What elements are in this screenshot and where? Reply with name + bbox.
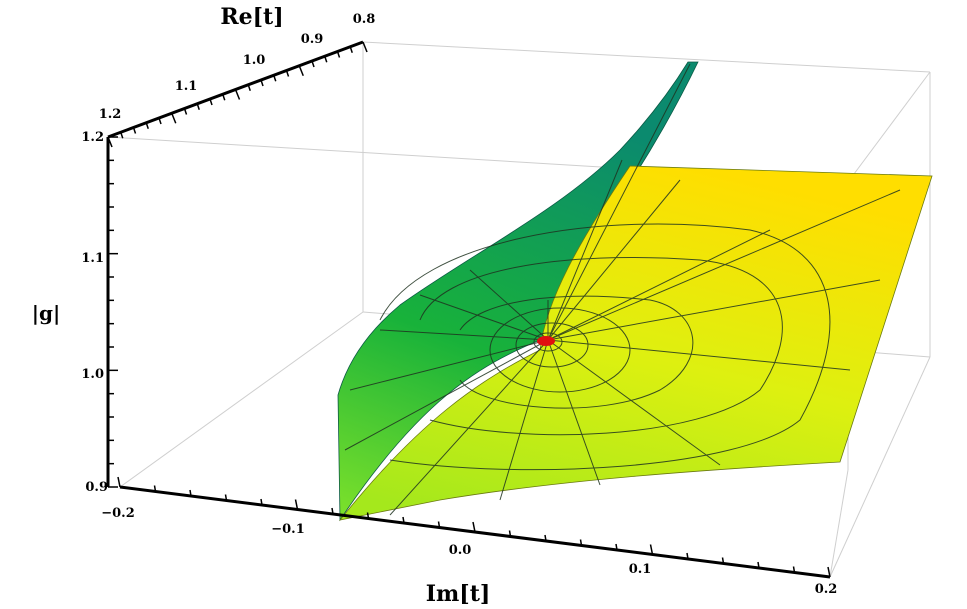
y-minor-tick — [285, 70, 290, 77]
y-major-tick — [298, 65, 304, 77]
y-tick-label: 0.9 — [301, 32, 324, 47]
z-tick-label: 1.1 — [81, 251, 104, 266]
y-minor-tick — [260, 79, 264, 87]
bounding-box — [107, 41, 931, 578]
y-minor-tick — [209, 98, 213, 106]
x-minor-tick — [224, 494, 228, 501]
x-minor-tick — [579, 539, 583, 546]
x-minor-tick — [402, 516, 405, 524]
z-tick-label: 1.2 — [81, 130, 104, 145]
z-axis-title: |g| — [32, 301, 61, 325]
x-major-tick — [294, 499, 299, 510]
y-major-tick — [171, 112, 177, 124]
y-major-tick — [107, 136, 113, 148]
y-minor-tick — [349, 46, 353, 53]
mesh-lines — [344, 63, 901, 516]
y-minor-tick — [324, 56, 328, 63]
x-major-tick — [827, 566, 831, 578]
x-minor-tick — [615, 543, 618, 551]
y-tick-labels: 1.2 1.1 1.0 0.9 0.8 — [99, 12, 376, 122]
y-tick-label: 1.1 — [175, 79, 198, 94]
z-tick-label: 0.9 — [85, 480, 108, 495]
x-minor-tick — [189, 489, 192, 497]
x-tick-label: −0.1 — [271, 522, 305, 537]
tick-marks — [107, 41, 831, 578]
x-axis-title: Im[t] — [426, 581, 491, 607]
y-minor-tick — [222, 94, 226, 101]
y-minor-tick — [336, 51, 341, 58]
x-minor-tick — [544, 534, 547, 542]
y-minor-tick — [247, 84, 251, 91]
x-tick-label: −0.2 — [101, 506, 135, 521]
x-tick-label: 0.2 — [815, 582, 838, 597]
x-minor-tick — [686, 552, 689, 560]
x-minor-tick — [366, 512, 370, 519]
x-minor-tick — [757, 561, 760, 569]
z-tick-label: 1.0 — [81, 367, 104, 382]
y-minor-tick — [120, 132, 124, 139]
y-minor-tick — [196, 103, 200, 110]
x-tick-labels: −0.2 −0.1 0.0 0.1 0.2 — [101, 506, 837, 597]
y-axis-title: Re[t] — [220, 4, 283, 30]
y-tick-label: 0.8 — [353, 12, 376, 27]
y-minor-tick — [311, 60, 315, 68]
y-major-tick — [234, 89, 241, 100]
y-minor-tick — [183, 108, 188, 115]
x-major-tick — [117, 476, 121, 488]
x-minor-tick — [721, 557, 725, 564]
y-major-tick — [362, 41, 368, 53]
y-minor-tick — [132, 127, 137, 134]
z-tick-labels: 1.2 1.1 1.0 0.9 — [81, 130, 108, 495]
x-minor-tick — [508, 530, 512, 537]
x-major-tick — [649, 544, 654, 555]
x-minor-tick — [153, 485, 157, 492]
x-minor-tick — [437, 521, 441, 528]
x-minor-tick — [792, 566, 796, 573]
x-tick-label: 0.1 — [629, 562, 652, 577]
x-minor-tick — [331, 507, 334, 515]
y-minor-tick — [273, 75, 277, 82]
y-minor-tick — [158, 117, 162, 125]
y-tick-label: 1.2 — [99, 107, 122, 122]
y-tick-label: 1.0 — [243, 53, 266, 68]
surface-branch-right — [339, 165, 933, 521]
branch-point-marker — [537, 336, 555, 346]
x-major-tick — [472, 521, 476, 533]
y-minor-tick — [145, 122, 149, 129]
x-minor-tick — [260, 498, 263, 506]
surface-right-patch — [339, 165, 933, 521]
x-tick-label: 0.0 — [449, 543, 472, 558]
